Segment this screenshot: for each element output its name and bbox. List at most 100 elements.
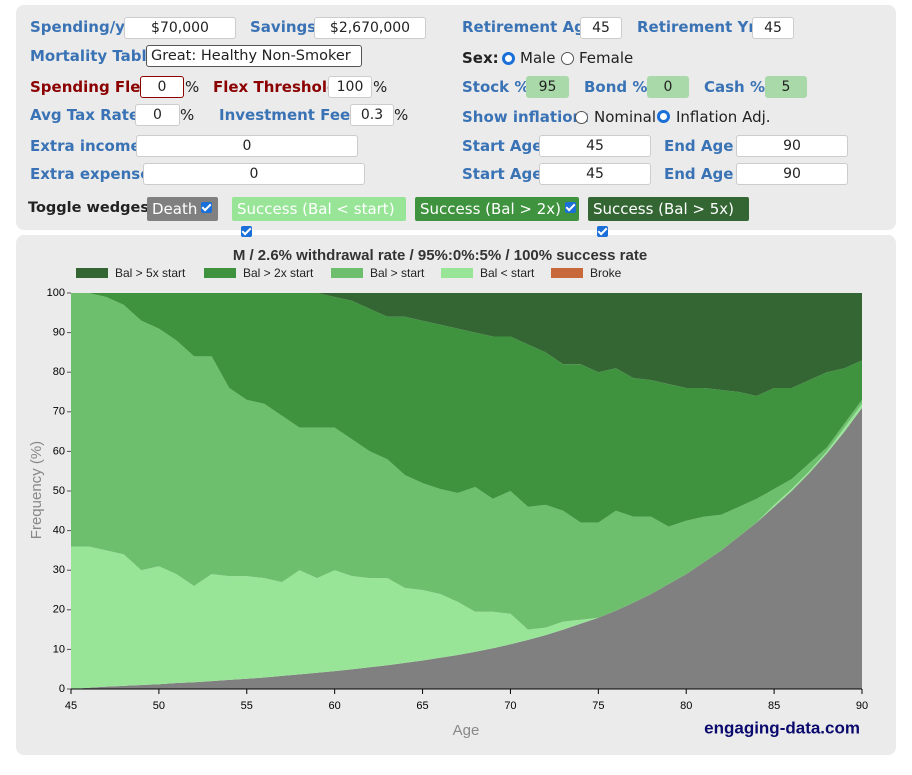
y-tick-label: 100 [47, 287, 65, 299]
select[interactable]: Great: Healthy Non-Smoker [146, 45, 362, 67]
x-tick-label: 85 [768, 700, 780, 712]
legend-label: Bal > start [370, 266, 425, 280]
label: Retirement Age [462, 18, 596, 36]
label: Spending Flex [30, 78, 151, 96]
y-tick-label: 70 [53, 406, 65, 418]
legend-swatch [76, 268, 108, 278]
toggle-button[interactable]: Success (Bal < start) [232, 197, 406, 237]
label: Start Age [462, 165, 543, 183]
area [71, 293, 862, 630]
radio-label[interactable]: Female [579, 49, 634, 67]
radio[interactable] [561, 52, 574, 65]
legend-swatch [331, 268, 363, 278]
legend-swatch [204, 268, 236, 278]
input[interactable]: 0.3 [350, 104, 394, 126]
radio[interactable] [575, 111, 588, 124]
toggle-text: Success (Bal < start) [237, 200, 395, 218]
x-tick-label: 45 [65, 700, 77, 712]
area [71, 293, 862, 396]
input[interactable]: 45 [752, 17, 794, 39]
label: Bond % [584, 78, 648, 96]
input[interactable]: 5 [765, 76, 807, 98]
label: Investment Fees [219, 106, 360, 124]
y-tick-label: 80 [53, 366, 65, 378]
x-tick-label: 60 [329, 700, 341, 712]
area [71, 293, 862, 527]
input[interactable]: 0 [136, 135, 358, 157]
label: Start Age [462, 137, 543, 155]
input[interactable]: 45 [580, 17, 622, 39]
label: Extra expense [30, 165, 151, 183]
input[interactable]: 0 [140, 76, 184, 98]
label: Avg Tax Rate [30, 106, 140, 124]
label: Mortality Table: [30, 47, 163, 65]
x-tick-label: 50 [153, 700, 165, 712]
input[interactable]: 95 [526, 76, 569, 98]
y-tick-label: 90 [53, 327, 65, 339]
x-tick-label: 90 [856, 700, 868, 712]
toggle-button[interactable]: Death [147, 197, 218, 221]
chart-title: M / 2.6% withdrawal rate / 95%:0%:5% / 1… [233, 247, 647, 264]
input[interactable]: $2,670,000 [314, 17, 426, 39]
toggle-text: Death [152, 200, 198, 218]
radio-label[interactable]: Inflation Adj. [676, 108, 771, 126]
input[interactable]: $70,000 [124, 17, 236, 39]
label: End Age [664, 137, 734, 155]
x-axis-title: Age [453, 722, 480, 739]
unit: % [185, 78, 200, 96]
y-tick-label: 20 [53, 604, 65, 616]
x-tick-label: 65 [416, 700, 428, 712]
y-tick-label: 50 [53, 485, 65, 497]
y-tick-label: 10 [53, 643, 65, 655]
toggle-button[interactable]: Success (Bal > 5x) [588, 197, 749, 237]
legend-swatch [551, 268, 583, 278]
input[interactable]: 90 [736, 135, 848, 157]
toggle-text: Success (Bal > 5x) [593, 200, 735, 218]
label: Sex: [462, 49, 499, 67]
legend-label: Bal > 2x start [243, 266, 314, 280]
label: Show inflation: [462, 108, 590, 126]
legend-label: Bal > 5x start [115, 266, 186, 280]
radio-label[interactable]: Nominal [594, 108, 657, 126]
radio[interactable] [502, 52, 515, 65]
label: Toggle wedges: [28, 200, 155, 216]
label: Extra income [30, 137, 141, 155]
label: Cash % [704, 78, 765, 96]
input[interactable]: 100 [328, 76, 372, 98]
y-axis-title: Frequency (%) [28, 441, 45, 539]
area [71, 403, 862, 689]
watermark: engaging-data.com [704, 718, 860, 737]
input[interactable]: 45 [539, 135, 651, 157]
label: Flex Threshold [213, 78, 338, 96]
y-tick-label: 0 [59, 683, 65, 695]
legend-label: Bal < start [480, 266, 535, 280]
radio[interactable] [657, 110, 670, 123]
radio-label[interactable]: Male [520, 49, 556, 67]
label: Savings [250, 18, 317, 36]
label: End Age [664, 165, 734, 183]
legend-swatch [441, 268, 473, 278]
unit: % [394, 106, 409, 124]
x-tick-label: 70 [504, 700, 516, 712]
input[interactable]: 0 [647, 76, 689, 98]
x-tick-label: 80 [680, 700, 692, 712]
x-tick-label: 55 [241, 700, 253, 712]
area [71, 407, 862, 689]
label: Spending/yr [30, 18, 133, 36]
y-tick-label: 30 [53, 564, 65, 576]
input[interactable]: 45 [539, 163, 651, 185]
input[interactable]: 0 [135, 104, 180, 126]
toggle-text: Success (Bal > 2x) [420, 200, 562, 218]
input[interactable]: 90 [736, 163, 848, 185]
unit: % [180, 106, 195, 124]
unit: % [373, 78, 388, 96]
label: Stock % [462, 78, 530, 96]
y-tick-label: 40 [53, 525, 65, 537]
toggle-button[interactable]: Success (Bal > 2x) [415, 197, 579, 221]
x-tick-label: 75 [592, 700, 604, 712]
label: Retirement Yrs [637, 18, 765, 36]
legend-label: Broke [590, 266, 622, 280]
input[interactable]: 0 [143, 163, 365, 185]
